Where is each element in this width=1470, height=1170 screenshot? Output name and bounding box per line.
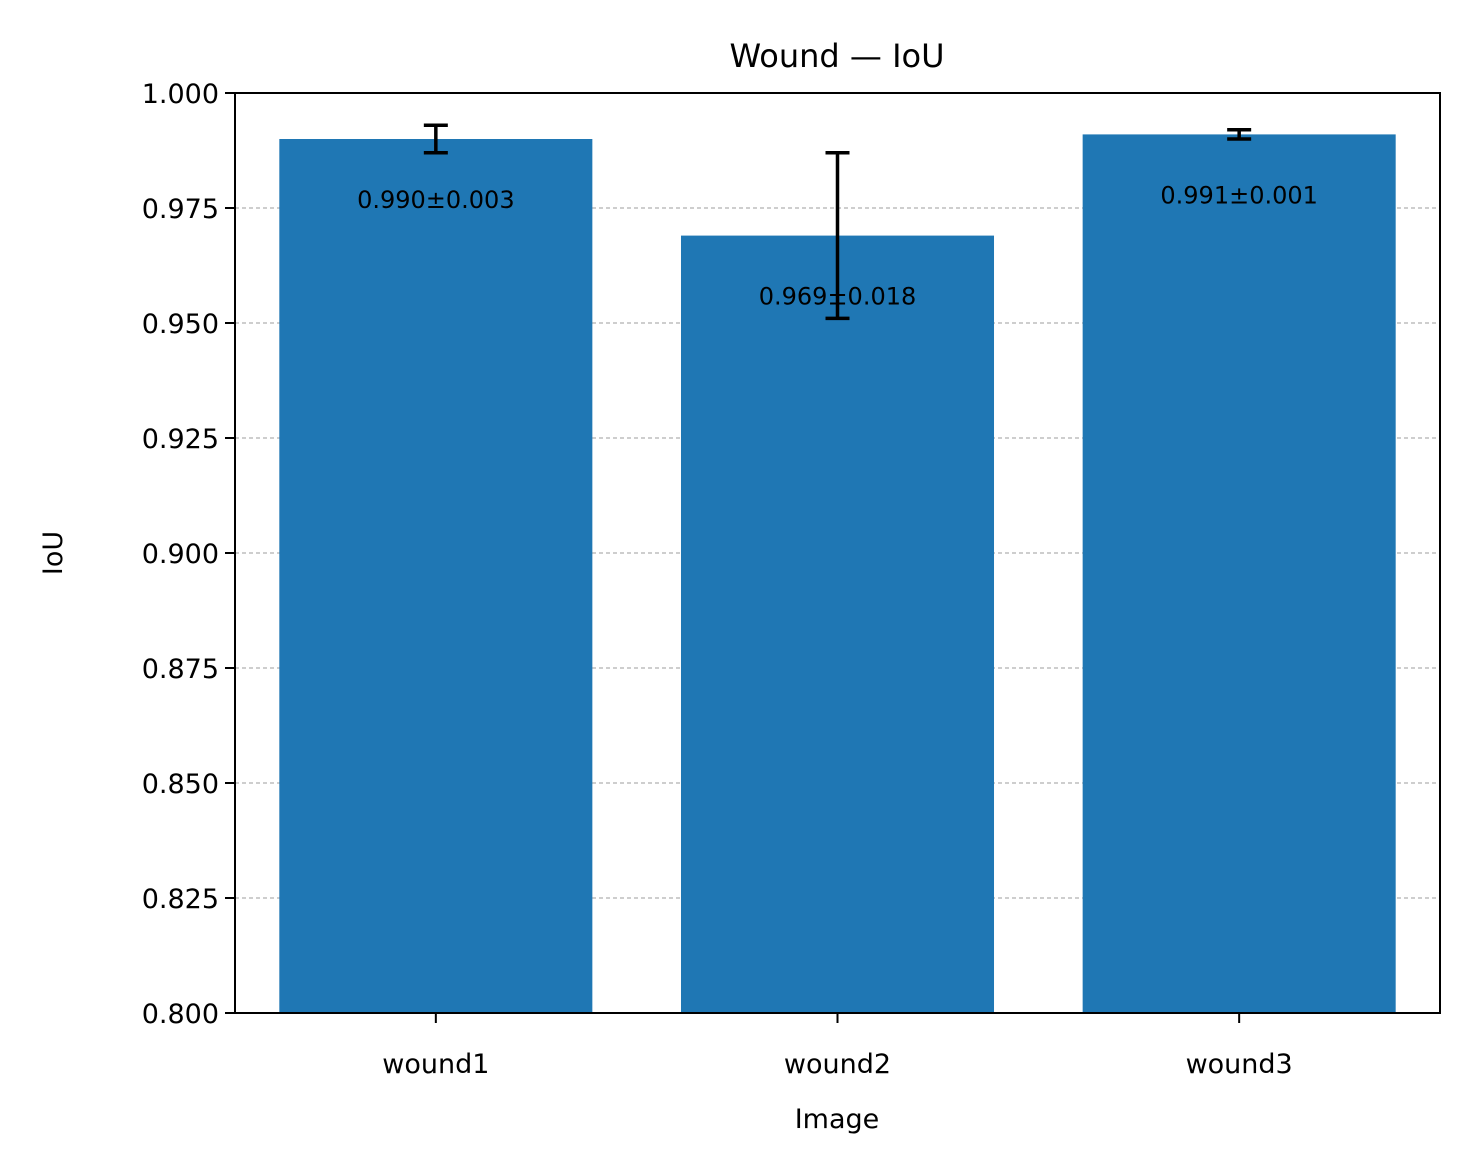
bar-wound1 — [279, 139, 593, 1013]
y-tick-label: 0.800 — [142, 999, 219, 1030]
x-tick-label: wound1 — [382, 1049, 489, 1080]
data-label-wound2: 0.969±0.018 — [759, 283, 917, 311]
y-tick-label: 0.925 — [142, 424, 219, 455]
x-axis-label: Image — [795, 1104, 880, 1135]
y-tick-label: 0.900 — [142, 539, 219, 570]
bar-wound2 — [680, 235, 995, 1014]
y-axis: 0.800 0.825 0.850 0.875 0.900 0.925 0.950 0.975… — [142, 79, 235, 1030]
x-tick-label: wound3 — [1186, 1049, 1293, 1080]
error-bar-wound2 — [825, 151, 850, 321]
data-labels: 0.990±0.003 0.969±0.018 0.991±0.001 — [357, 181, 1318, 310]
y-tick-label: 0.825 — [142, 884, 219, 915]
error-bar-wound1 — [423, 123, 448, 155]
error-bars — [423, 123, 1252, 321]
bars — [279, 134, 1396, 1014]
data-label-wound1: 0.990±0.003 — [357, 186, 515, 214]
y-tick-label: 0.850 — [142, 769, 219, 800]
y-tick-label: 1.000 — [142, 79, 219, 110]
y-tick-label: 0.875 — [142, 654, 219, 685]
data-label-wound3: 0.991±0.001 — [1160, 181, 1318, 209]
x-axis: wound1 wound2 wound3 — [382, 1013, 1293, 1080]
chart-title: Wound — IoU — [730, 37, 945, 75]
y-tick-label: 0.975 — [142, 194, 219, 225]
error-bar-wound3 — [1227, 128, 1252, 141]
x-tick-label: wound2 — [784, 1049, 891, 1080]
y-axis-label: IoU — [38, 531, 69, 575]
y-tick-label: 0.950 — [142, 309, 219, 340]
bar-wound3 — [1082, 134, 1396, 1013]
